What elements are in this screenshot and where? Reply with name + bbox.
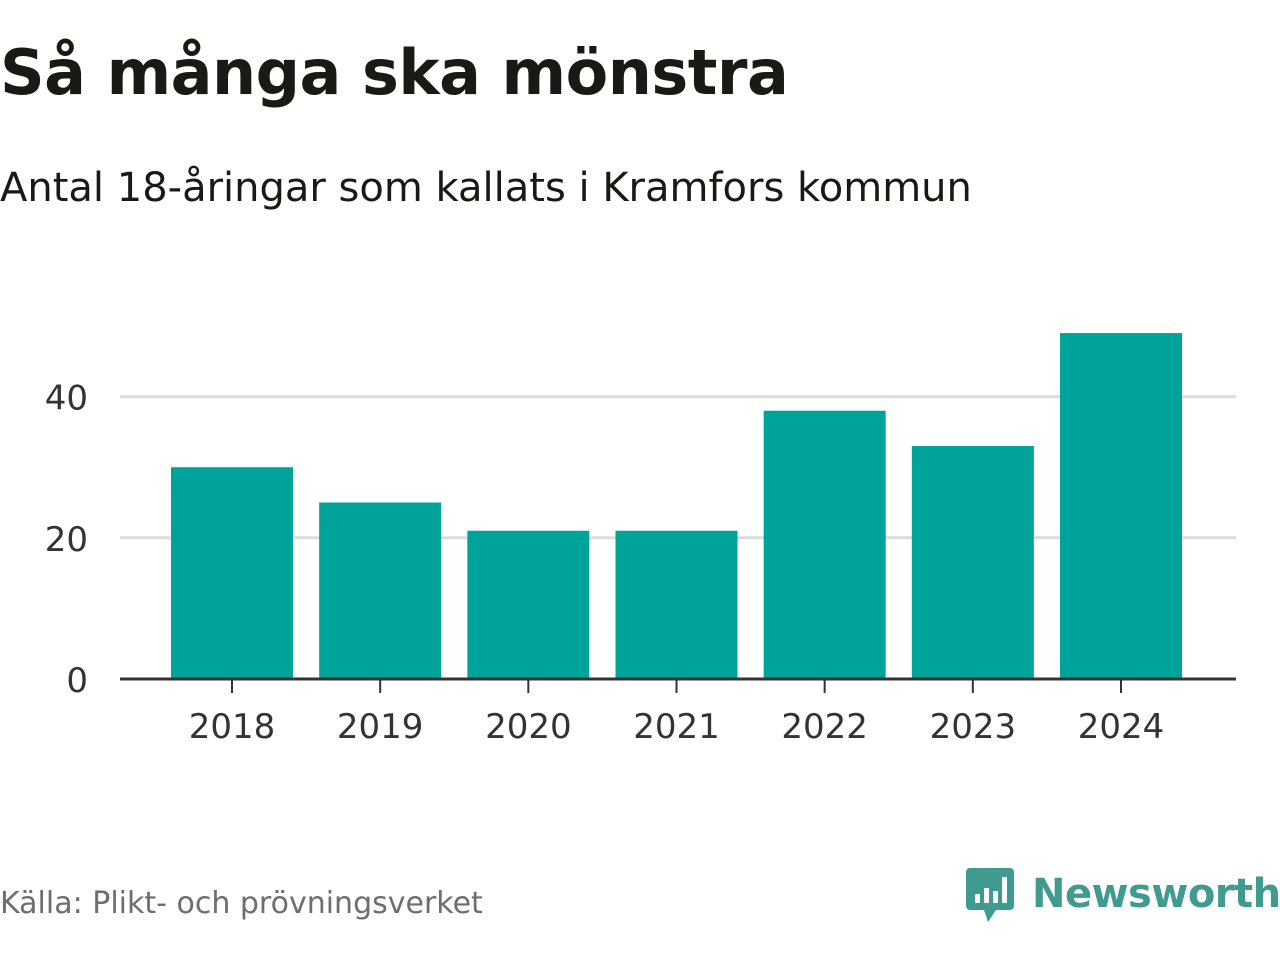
y-tick-label: 20 [45,520,88,560]
x-tick-label: 2023 [930,707,1017,747]
x-tick-label: 2024 [1078,707,1165,747]
bar [911,446,1034,679]
chart-title: Så många ska mönstra [0,36,789,109]
brand-name: Newsworthy [1032,871,1280,917]
x-tick-label: 2019 [337,707,424,747]
bar [1060,333,1182,679]
chart-subtitle: Antal 18-åringar som kallats i Kramfors … [0,165,972,211]
brand-logo: Newsworthy [964,864,1280,924]
x-tick-label: 2020 [485,707,572,747]
x-axis: 2018 2019 2020 2021 2022 2023 2024 [120,677,1236,747]
bar [763,410,886,679]
bar [615,530,738,679]
x-tick-label: 2022 [781,707,868,747]
bar [467,530,590,679]
y-tick-label: 0 [66,661,88,701]
source-note: Källa: Plikt- och prövningsverket [0,886,483,921]
y-axis-tick-labels: 0 20 40 [45,379,88,701]
bar [171,467,293,679]
x-tick-label: 2021 [633,707,720,747]
bars [171,333,1182,679]
y-tick-label: 40 [45,379,88,419]
x-tick-label: 2018 [189,707,276,747]
bar [319,502,442,679]
newsworthy-chart-bubble-icon [966,868,1014,922]
